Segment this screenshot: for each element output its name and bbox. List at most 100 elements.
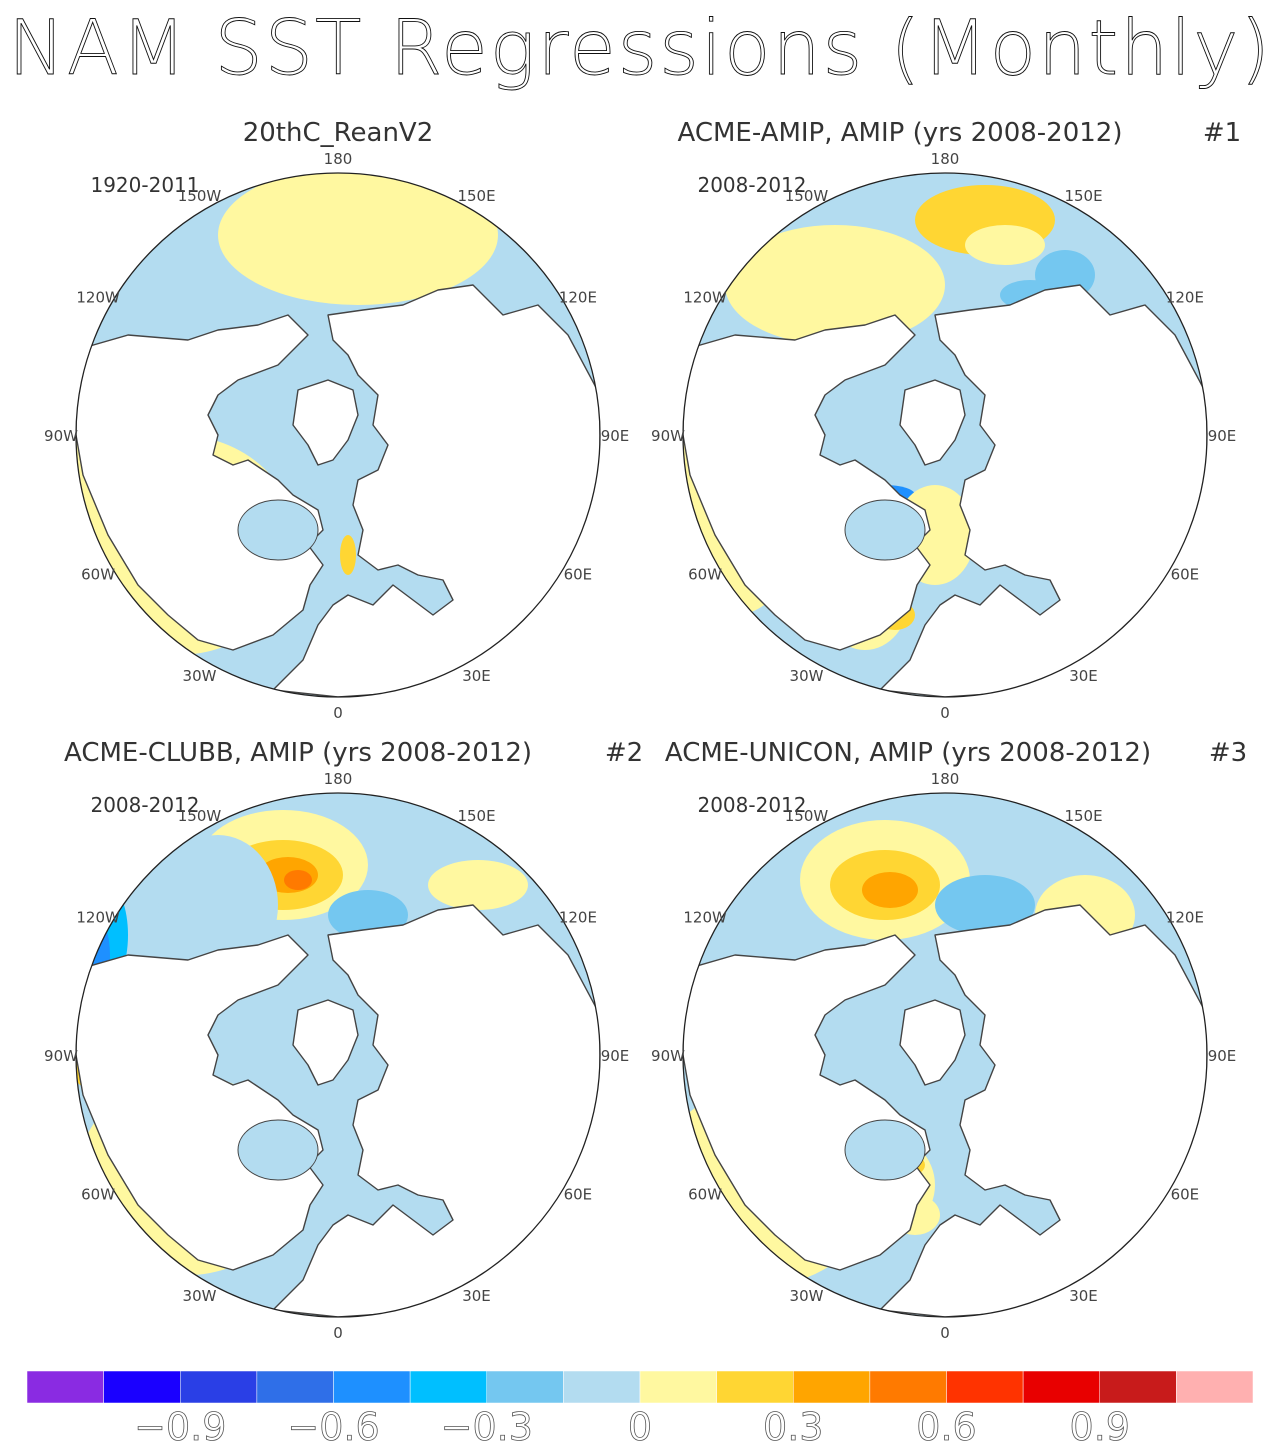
- longitude-label: 150E: [1064, 807, 1102, 825]
- longitude-label: 120E: [559, 289, 597, 307]
- colorbar-swatch: [1099, 1370, 1177, 1404]
- longitude-label: 120E: [559, 909, 597, 927]
- longitude-label: 150W: [785, 187, 829, 205]
- colorbar-swatch: [946, 1370, 1024, 1404]
- greenland-land: [292, 999, 359, 1086]
- panel-years-2: 2008-2012: [697, 173, 806, 197]
- panel-number-4: #3: [1209, 738, 1247, 768]
- panel-title-4: ACME-UNICON, AMIP (yrs 2008-2012): [665, 738, 1151, 768]
- longitude-label: 30E: [1069, 667, 1098, 685]
- longitude-label: 180: [931, 770, 960, 788]
- longitude-label: 0: [940, 704, 950, 722]
- longitude-label: 60W: [688, 566, 722, 584]
- longitude-label: 60E: [1171, 566, 1200, 584]
- anomaly-patch: [862, 872, 918, 908]
- continent-land: [683, 934, 931, 1271]
- greenland-land: [292, 379, 359, 466]
- longitude-label: 60W: [688, 1186, 722, 1204]
- map-boundary: [682, 172, 1208, 698]
- continent-land: [683, 314, 931, 651]
- map-boundary: [682, 792, 1208, 1318]
- longitude-label: 150E: [457, 187, 495, 205]
- longitude-label: 150W: [178, 187, 222, 205]
- colorbar-swatch: [716, 1370, 794, 1404]
- longitude-label: 90W: [651, 1047, 685, 1065]
- longitude-label: 90E: [1208, 1047, 1237, 1065]
- anomaly-patch: [340, 535, 356, 575]
- sst-field: [683, 793, 1207, 1317]
- colorbar-swatch: [486, 1370, 564, 1404]
- anomaly-patch: [284, 870, 312, 890]
- inland-sea: [237, 499, 319, 561]
- longitude-label: 120W: [683, 909, 727, 927]
- colorbar-tick-label: 0: [628, 1405, 652, 1449]
- panel-years-1: 1920-2011: [90, 173, 199, 197]
- continent-land: [76, 934, 324, 1271]
- longitude-label: 30E: [462, 1287, 491, 1305]
- panel-title-3: ACME-CLUBB, AMIP (yrs 2008-2012): [64, 738, 532, 768]
- longitude-label: 30W: [183, 1287, 217, 1305]
- longitude-label: 120W: [683, 289, 727, 307]
- anomaly-patch: [428, 860, 528, 910]
- longitude-label: 60E: [1171, 1186, 1200, 1204]
- longitude-label: 30W: [790, 1287, 824, 1305]
- map-boundary: [75, 792, 601, 1318]
- sst-field: [76, 793, 600, 1317]
- panel-number-3: #2: [605, 738, 643, 768]
- longitude-label: 180: [324, 150, 353, 168]
- greenland-land: [899, 379, 966, 466]
- map-panel-3: 180 150E 120E 90E 60E 30E 0 30W 60W 90W 120W 150W: [44, 770, 629, 1342]
- longitude-label: 0: [940, 1324, 950, 1342]
- longitude-label: 60E: [564, 566, 593, 584]
- longitude-label: 90W: [651, 427, 685, 445]
- continent-land: [879, 904, 1207, 1317]
- colorbar-swatch: [793, 1370, 871, 1404]
- longitude-label: 180: [931, 150, 960, 168]
- longitude-label: 150E: [457, 807, 495, 825]
- colorbar-swatch: [180, 1370, 258, 1404]
- panel-years-4: 2008-2012: [697, 793, 806, 817]
- longitude-label: 30W: [790, 667, 824, 685]
- longitude-label: 60W: [81, 566, 115, 584]
- map-panel-1: 180 150E 120E 90E 60E 30E 0 30W 60W 90W 120W 150W: [44, 150, 629, 722]
- continent-land: [879, 284, 1207, 697]
- longitude-label: 60W: [81, 1186, 115, 1204]
- anomaly-patch: [218, 173, 498, 305]
- map-boundary: [75, 172, 601, 698]
- panel-title-2: ACME-AMIP, AMIP (yrs 2008-2012): [678, 118, 1123, 148]
- panel-title-1: 20thC_ReanV2: [243, 118, 434, 148]
- sst-field: [683, 173, 1207, 697]
- longitude-label: 90W: [44, 1047, 78, 1065]
- colorbar-swatch: [563, 1370, 641, 1404]
- longitude-label: 60E: [564, 1186, 593, 1204]
- colorbar-swatch: [26, 1370, 104, 1404]
- inland-sea: [237, 1119, 319, 1181]
- map-panel-2: 180 150E 120E 90E 60E 30E 0 30W 60W 90W 120W 150W: [651, 150, 1236, 722]
- colorbar-swatch: [333, 1370, 411, 1404]
- continent-land: [76, 314, 324, 651]
- colorbar-tick-label: 0.9: [1070, 1405, 1130, 1449]
- longitude-label: 0: [333, 1324, 343, 1342]
- figure-title: NAM SST Regressions (Monthly): [8, 3, 1272, 92]
- greenland-land: [899, 999, 966, 1086]
- colorbar: −0.9 −0.6 −0.3 0 0.3 0.6 0.9: [26, 1370, 1254, 1449]
- inland-sea: [844, 1119, 926, 1181]
- longitude-label: 90E: [601, 427, 630, 445]
- longitude-label: 30W: [183, 667, 217, 685]
- longitude-label: 120W: [76, 909, 120, 927]
- longitude-label: 120W: [76, 289, 120, 307]
- longitude-label: 150W: [178, 807, 222, 825]
- continent-land: [272, 904, 600, 1317]
- map-panel-4: 180 150E 120E 90E 60E 30E 0 30W 60W 90W 120W 150W: [651, 770, 1236, 1342]
- colorbar-tick-label: −0.9: [134, 1405, 226, 1449]
- colorbar-swatch: [1022, 1370, 1100, 1404]
- longitude-label: 0: [333, 704, 343, 722]
- longitude-label: 90E: [601, 1047, 630, 1065]
- anomaly-patch: [965, 225, 1045, 265]
- longitude-label: 30E: [462, 667, 491, 685]
- panel-number-2: #1: [1203, 118, 1241, 148]
- colorbar-tick-label: −0.6: [287, 1405, 379, 1449]
- colorbar-tick-label: −0.3: [441, 1405, 533, 1449]
